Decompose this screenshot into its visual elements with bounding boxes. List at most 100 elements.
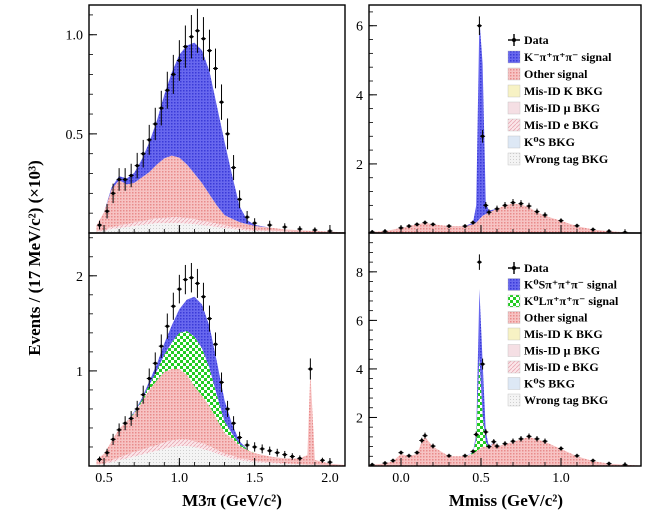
data-point	[274, 448, 280, 457]
data-point	[462, 224, 468, 229]
data-point	[491, 439, 497, 445]
legend-item: K⁻π⁺π⁺π⁻ signal	[507, 50, 612, 64]
plot-frame	[368, 232, 642, 467]
legend-label: Mis-ID μ BKG	[524, 344, 600, 358]
data-point	[170, 292, 176, 320]
plot-frame	[368, 4, 642, 234]
legend-label: Mis-ID e BKG	[524, 118, 599, 132]
legend-label: Other signal	[524, 311, 588, 325]
data-point	[252, 442, 258, 452]
data-point	[518, 435, 524, 442]
data-point	[170, 54, 176, 94]
data-points	[369, 254, 628, 466]
legend-item: Mis-ID μ BKG	[507, 101, 600, 115]
data-point	[406, 224, 412, 229]
data-point	[225, 400, 231, 418]
y-tick-label: 1.0	[66, 29, 84, 44]
legend-item: K⁰Lπ⁺π⁺π⁻ signal	[507, 294, 619, 308]
data-point	[237, 431, 243, 444]
data-point	[289, 453, 295, 460]
legend-item: Mis-ID K BKG	[507, 84, 603, 98]
legend-label: K⁰Sπ⁺π⁺π⁻ signal	[524, 278, 618, 292]
data-point	[414, 450, 420, 455]
data-point	[398, 450, 404, 455]
data-point	[110, 433, 116, 445]
data-point	[97, 220, 103, 230]
legend-item: Data	[508, 261, 549, 275]
data-point	[558, 446, 564, 451]
layer-other-signal	[369, 436, 641, 466]
y-tick-label: 0.5	[66, 128, 84, 143]
data-point	[267, 446, 273, 455]
legend-label: Mis-ID e BKG	[524, 360, 599, 374]
data-point	[483, 428, 489, 436]
legend-label: Data	[524, 261, 549, 275]
panel-bottom-left: 0.5 1.0 1.5 2.0 1 2	[76, 232, 346, 486]
data-point	[200, 17, 206, 61]
legend-item: Other signal	[507, 67, 588, 81]
data-point	[176, 274, 182, 304]
data-point	[140, 385, 146, 404]
layer-other-signal	[369, 203, 641, 233]
layer-wrong-tag	[96, 223, 345, 233]
layer-other-signal	[96, 155, 345, 233]
legend-item: Wrong tag BKG	[507, 152, 608, 166]
data-point	[534, 208, 540, 215]
data-point	[152, 107, 158, 141]
data-point	[414, 222, 420, 227]
layer-misid-e	[96, 217, 345, 233]
data-point	[244, 440, 250, 450]
data-point	[267, 220, 273, 230]
data-point	[476, 16, 482, 36]
x-tick-label: 1.5	[246, 471, 264, 486]
legend-label: K⁰S BKG	[524, 377, 575, 391]
data-point	[542, 212, 548, 218]
data-point	[510, 438, 516, 444]
data-point	[200, 282, 206, 311]
data-point	[128, 411, 134, 426]
data-point	[446, 453, 452, 458]
data-point	[104, 448, 110, 457]
y-tick-label: 1	[76, 365, 83, 380]
data-point	[526, 202, 532, 210]
data-point	[558, 218, 564, 223]
data-point	[212, 332, 218, 357]
data-point	[406, 453, 412, 458]
data-point	[104, 203, 110, 219]
y-axis-title: Events / (17 MeV/c²) (×10³)	[25, 160, 44, 356]
data-point	[282, 450, 288, 459]
data-point	[462, 453, 468, 458]
legend-item: K⁰Sπ⁺π⁺π⁻ signal	[507, 278, 618, 292]
data-point	[244, 210, 250, 224]
data-point	[590, 458, 596, 463]
layer-main-signal	[369, 288, 641, 466]
data-point	[231, 416, 237, 431]
y-tick-label: 2	[356, 158, 363, 173]
right-x-axis-title: Mmiss (GeV/c²)	[449, 491, 563, 510]
x-tick-label: 0.5	[95, 471, 113, 486]
data-point	[146, 368, 152, 389]
data-points	[97, 8, 333, 233]
legend-label: K⁻π⁺π⁺π⁻ signal	[524, 50, 612, 64]
layer-misid-e	[96, 439, 345, 466]
data-point	[212, 48, 218, 89]
legend-label: Mis-ID μ BKG	[524, 101, 600, 115]
legend-item: K⁰S BKG	[507, 135, 575, 149]
data-point	[297, 455, 303, 462]
data-point	[476, 254, 482, 270]
data-point	[486, 444, 492, 449]
legend-label: Mis-ID K BKG	[524, 327, 603, 341]
data-point	[510, 199, 516, 207]
data-point	[542, 438, 548, 444]
x-tick-label: 1.0	[552, 471, 570, 486]
data-point	[259, 444, 265, 454]
data-point	[574, 223, 580, 228]
data-point	[494, 205, 500, 212]
legend-item: Mis-ID e BKG	[507, 118, 599, 132]
data-point	[110, 183, 116, 204]
data-point	[188, 262, 194, 293]
data-point	[307, 358, 313, 380]
legend-item: Mis-ID μ BKG	[507, 344, 600, 358]
data-point	[219, 372, 225, 393]
data-point	[206, 305, 212, 332]
